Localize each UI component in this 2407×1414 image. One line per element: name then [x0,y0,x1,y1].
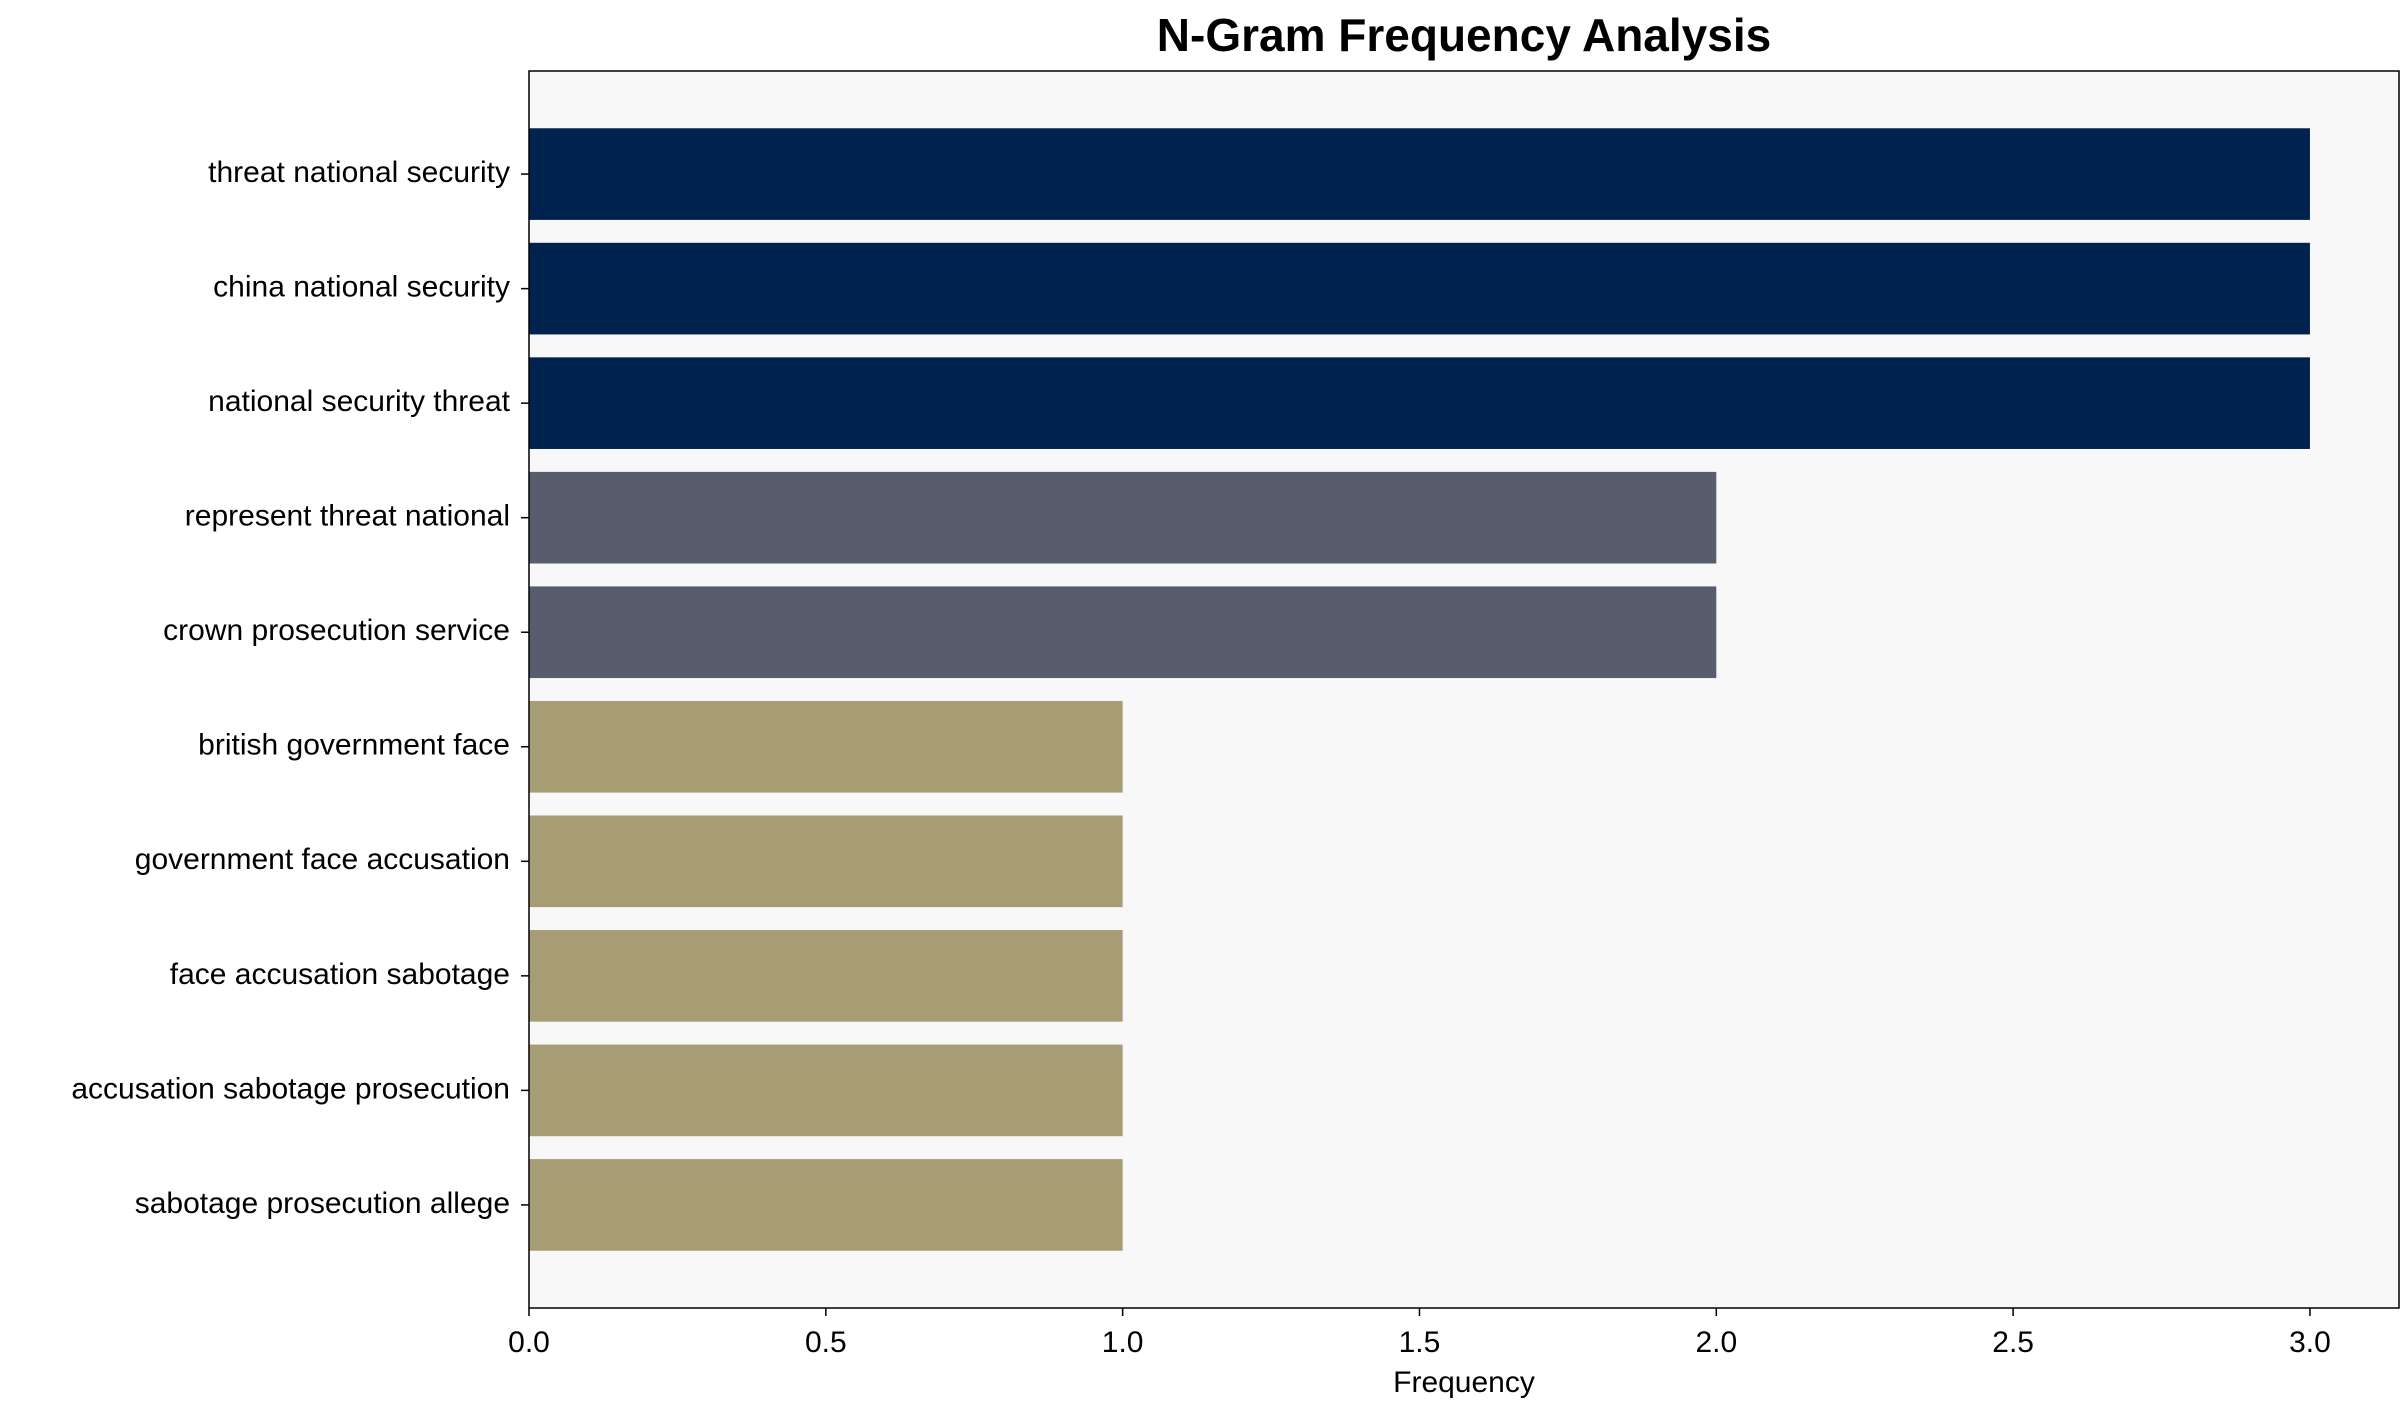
bar [529,242,2310,335]
bar [529,1044,1123,1137]
x-tick-label: 0.5 [805,1326,847,1359]
x-tick-label: 3.0 [2289,1326,2331,1359]
bar [529,930,1123,1022]
x-tick-label: 1.0 [1102,1326,1144,1359]
y-tick-label: government face accusation [135,843,510,876]
x-axis-label: Frequency [1393,1366,1535,1399]
x-tick-label: 2.0 [1695,1326,1737,1359]
y-tick-label: represent threat national [185,500,510,533]
bar [529,700,1123,793]
y-tick-label: threat national security [208,156,510,189]
y-tick-label: national security threat [208,385,510,418]
y-tick-label: british government face [198,729,510,762]
y-tick-label: crown prosecution service [163,614,510,647]
bar [529,128,2310,220]
x-tick-label: 1.5 [1399,1326,1441,1359]
chart-title: N-Gram Frequency Analysis [1157,9,1771,61]
bar [529,586,1717,679]
bar [529,471,1717,564]
bar [529,1159,1123,1251]
x-tick-label: 0.0 [508,1326,550,1359]
y-tick-label: accusation sabotage prosecution [71,1072,510,1105]
y-tick-label: face accusation sabotage [170,958,510,991]
plot-frame [528,70,2400,1309]
y-tick-label: china national security [213,271,510,304]
bar [529,357,2310,449]
y-tick-label: sabotage prosecution allege [135,1187,510,1220]
bar [529,815,1123,908]
x-tick-label: 2.5 [1992,1326,2034,1359]
